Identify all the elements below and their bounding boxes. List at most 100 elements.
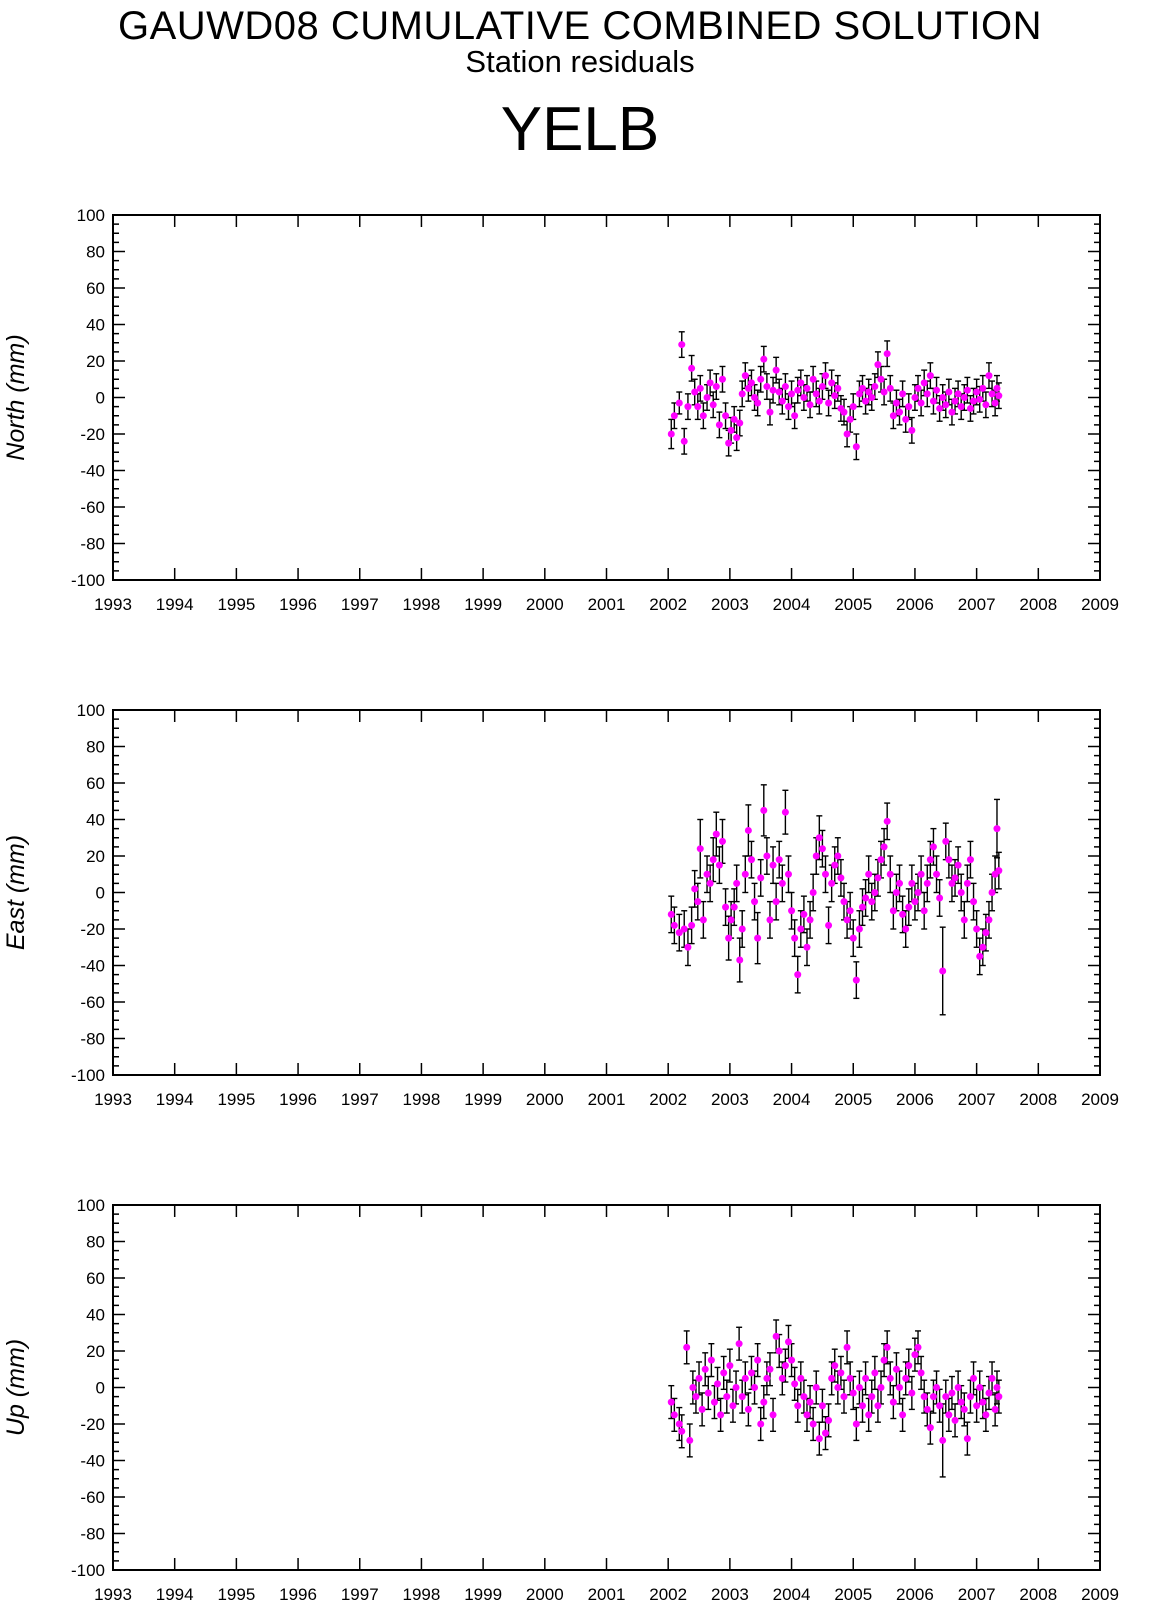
data-point bbox=[973, 925, 981, 933]
data-point bbox=[766, 408, 774, 416]
data-point bbox=[736, 419, 744, 427]
data-point bbox=[911, 394, 919, 401]
y-tick-label: 80 bbox=[86, 243, 105, 262]
data-point bbox=[963, 386, 971, 394]
data-point bbox=[942, 837, 950, 845]
data-point bbox=[684, 403, 692, 411]
data-point bbox=[778, 1374, 786, 1382]
chart-subtitle: Station residuals bbox=[465, 44, 695, 79]
data-point bbox=[828, 879, 836, 887]
y-tick-label: 0 bbox=[96, 389, 105, 408]
data-point bbox=[718, 837, 726, 845]
y-tick-label: -80 bbox=[80, 1030, 105, 1049]
data-point bbox=[775, 856, 783, 864]
data-point bbox=[723, 1393, 731, 1401]
data-point bbox=[837, 1369, 845, 1377]
data-point bbox=[933, 1384, 941, 1391]
data-point bbox=[840, 1393, 848, 1401]
data-point bbox=[883, 817, 891, 825]
data-point bbox=[797, 925, 805, 933]
data-point bbox=[957, 1398, 965, 1406]
data-point bbox=[862, 1374, 870, 1382]
data-point bbox=[675, 929, 683, 937]
data-point bbox=[754, 1356, 762, 1364]
data-point bbox=[667, 1398, 675, 1406]
chart-title: GAUWD08 CUMULATIVE COMBINED SOLUTION bbox=[117, 4, 1043, 48]
y-tick-label: -20 bbox=[80, 920, 105, 939]
data-point bbox=[942, 1393, 950, 1401]
data-point bbox=[920, 1393, 928, 1401]
data-point bbox=[840, 898, 848, 906]
x-tick-label: 1996 bbox=[279, 1585, 317, 1604]
data-point bbox=[680, 437, 688, 445]
data-point bbox=[926, 1424, 934, 1432]
data-point bbox=[744, 1405, 752, 1413]
data-point bbox=[954, 390, 962, 398]
data-point bbox=[733, 434, 741, 442]
data-point bbox=[670, 412, 678, 420]
data-point bbox=[815, 834, 823, 842]
data-point bbox=[957, 889, 965, 896]
data-point bbox=[982, 401, 990, 409]
data-point bbox=[714, 1380, 722, 1388]
data-point bbox=[684, 943, 692, 951]
data-point bbox=[821, 1429, 829, 1437]
x-tick-label: 2007 bbox=[958, 1090, 996, 1109]
x-tick-label: 1994 bbox=[156, 1585, 194, 1604]
x-tick-label: 2001 bbox=[588, 1090, 626, 1109]
data-point bbox=[939, 1436, 947, 1444]
data-point bbox=[738, 390, 746, 398]
y-tick-label: 60 bbox=[86, 279, 105, 298]
data-point bbox=[926, 372, 934, 380]
x-tick-label: 1998 bbox=[403, 1585, 441, 1604]
x-tick-label: 1994 bbox=[156, 595, 194, 614]
data-point bbox=[979, 943, 987, 951]
x-tick-label: 2002 bbox=[649, 595, 687, 614]
data-point bbox=[859, 1402, 867, 1410]
y-tick-label: 60 bbox=[86, 774, 105, 793]
data-point bbox=[806, 916, 814, 924]
data-point bbox=[696, 384, 704, 392]
x-tick-label: 1997 bbox=[341, 1090, 379, 1109]
data-point bbox=[917, 399, 925, 407]
data-point bbox=[951, 397, 959, 405]
x-tick-label: 2005 bbox=[834, 1585, 872, 1604]
data-point bbox=[993, 1384, 1001, 1391]
data-point bbox=[976, 1384, 984, 1391]
y-tick-label: -40 bbox=[80, 957, 105, 976]
y-tick-label: 20 bbox=[86, 352, 105, 371]
data-point bbox=[966, 404, 974, 412]
data-point bbox=[923, 879, 931, 887]
data-point bbox=[769, 861, 777, 869]
data-point bbox=[902, 925, 910, 933]
data-point bbox=[963, 879, 971, 887]
data-point bbox=[936, 894, 944, 902]
data-point bbox=[667, 430, 675, 438]
data-point bbox=[865, 870, 873, 878]
data-point bbox=[704, 1389, 712, 1397]
data-point bbox=[788, 1356, 796, 1364]
x-tick-label: 2006 bbox=[896, 1090, 934, 1109]
data-point bbox=[960, 1405, 968, 1413]
data-point bbox=[902, 415, 910, 423]
data-point bbox=[889, 412, 897, 420]
x-tick-label: 2008 bbox=[1019, 1090, 1057, 1109]
x-tick-label: 2003 bbox=[711, 1090, 749, 1109]
data-point bbox=[954, 1384, 962, 1391]
data-point bbox=[678, 1427, 686, 1435]
x-tick-label: 2003 bbox=[711, 1585, 749, 1604]
x-tick-label: 1995 bbox=[217, 1090, 255, 1109]
x-tick-label: 2001 bbox=[588, 595, 626, 614]
data-point bbox=[730, 903, 738, 911]
data-point bbox=[751, 898, 759, 906]
data-point bbox=[784, 870, 792, 878]
data-point bbox=[970, 397, 978, 405]
data-point bbox=[741, 1374, 749, 1382]
data-point bbox=[812, 1384, 820, 1391]
data-point bbox=[760, 355, 768, 363]
x-tick-label: 2004 bbox=[773, 1585, 811, 1604]
data-point bbox=[923, 1405, 931, 1413]
data-point bbox=[689, 1384, 697, 1391]
data-point bbox=[960, 394, 968, 401]
